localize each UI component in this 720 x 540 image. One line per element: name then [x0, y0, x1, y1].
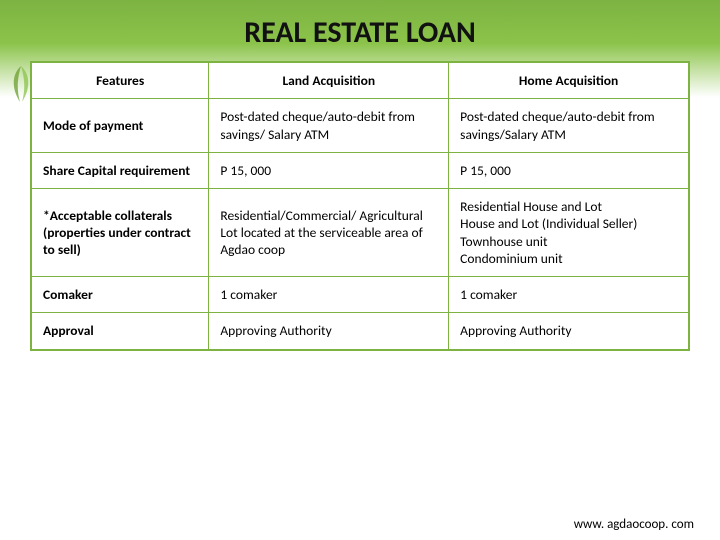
cell-feature: Mode of payment [32, 99, 209, 153]
table-row: Comaker 1 comaker 1 comaker [32, 277, 689, 313]
cell-home: P 15, 000 [449, 152, 689, 188]
table-row: *Acceptable collaterals (properties unde… [32, 189, 689, 277]
cell-land: Post-dated cheque/auto-debit from saving… [209, 99, 449, 153]
page-title: REAL ESTATE LOAN [0, 0, 720, 61]
cell-feature: *Acceptable collaterals (properties unde… [32, 189, 209, 277]
feature-line: (properties under contract to sell) [43, 224, 197, 259]
cell-home: 1 comaker [449, 277, 689, 313]
cell-land: Approving Authority [209, 313, 449, 349]
home-line: Residential House and Lot [460, 198, 677, 215]
table-row: Share Capital requirement P 15, 000 P 15… [32, 152, 689, 188]
loan-features-table: Features Land Acquisition Home Acquisiti… [30, 61, 690, 351]
cell-land: 1 comaker [209, 277, 449, 313]
cell-feature: Share Capital requirement [32, 152, 209, 188]
home-line: House and Lot (Individual Seller) [460, 215, 677, 232]
home-line: Townhouse unit [460, 233, 677, 250]
col-header-home: Home Acquisition [449, 63, 689, 99]
cell-feature: Comaker [32, 277, 209, 313]
footer-url: www. agdaocoop. com [574, 517, 694, 532]
home-line: Condominium unit [460, 250, 677, 267]
col-header-features: Features [32, 63, 209, 99]
cell-feature: Approval [32, 313, 209, 349]
cell-home: Residential House and Lot House and Lot … [449, 189, 689, 277]
cell-land: P 15, 000 [209, 152, 449, 188]
feature-line: *Acceptable collaterals [43, 207, 197, 224]
table-row: Mode of payment Post-dated cheque/auto-d… [32, 99, 689, 153]
cell-home: Post-dated cheque/auto-debit from saving… [449, 99, 689, 153]
cell-home: Approving Authority [449, 313, 689, 349]
table-row: Approval Approving Authority Approving A… [32, 313, 689, 349]
col-header-land: Land Acquisition [209, 63, 449, 99]
table-header-row: Features Land Acquisition Home Acquisiti… [32, 63, 689, 99]
cell-land: Residential/Commercial/ Agricultural Lot… [209, 189, 449, 277]
